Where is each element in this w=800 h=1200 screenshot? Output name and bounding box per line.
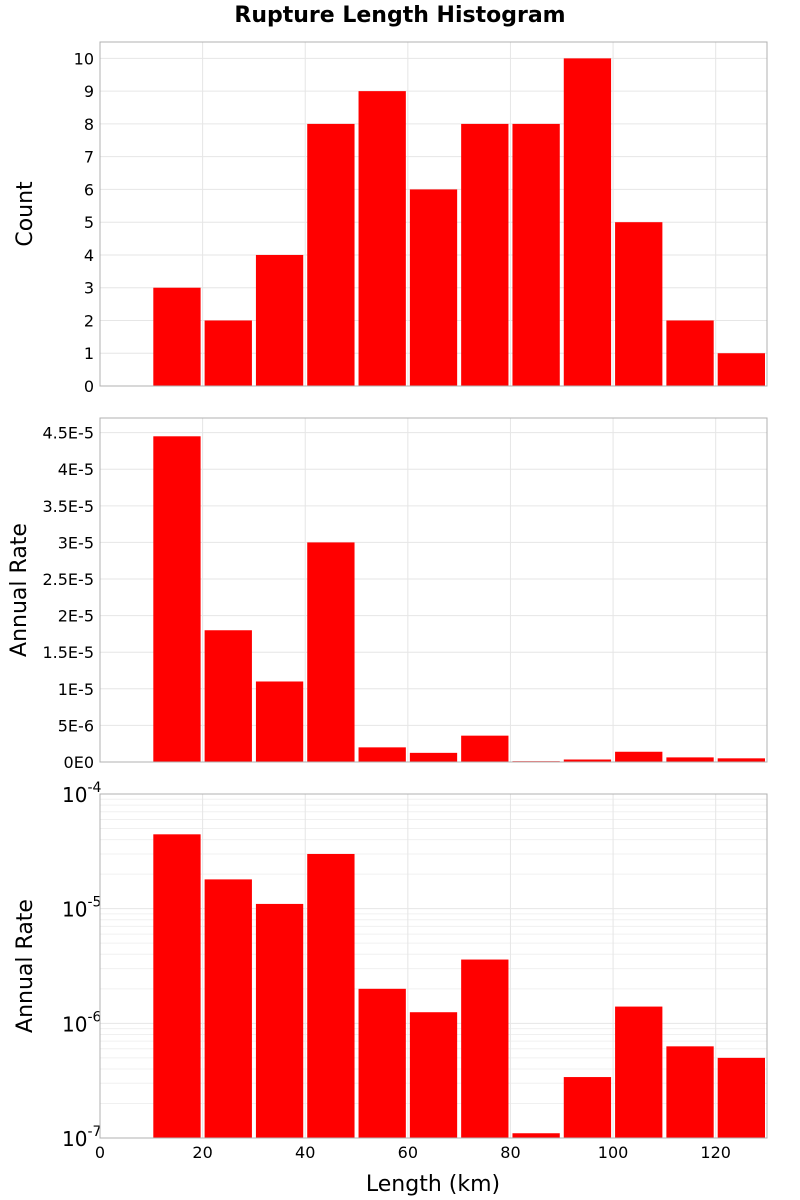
bar	[666, 757, 714, 762]
panel-3: 10-7 10-6 10-5 10-4 Annual Rate 0 20 40 60 80 100 1…	[13, 780, 768, 1162]
bar	[563, 58, 612, 386]
bar	[666, 320, 714, 386]
y-tick-label: 4E-5	[58, 460, 94, 479]
x-tick-label: 40	[295, 1143, 315, 1162]
y-tick-label: 4	[84, 246, 94, 265]
bar	[255, 254, 304, 386]
bar	[255, 681, 304, 762]
bar	[255, 903, 304, 1138]
bar	[563, 759, 612, 762]
bar	[204, 630, 252, 762]
bar	[307, 853, 355, 1138]
y-tick-label: 5	[84, 213, 94, 232]
y-tick-label: 9	[84, 82, 94, 101]
x-tick-label: 80	[500, 1143, 520, 1162]
y-tick-label: 1	[84, 344, 94, 363]
bar	[153, 287, 201, 386]
y-tick-label: 2	[84, 311, 94, 330]
bar	[409, 189, 458, 386]
bar	[666, 1046, 714, 1138]
x-axis-label: Length (km)	[366, 1172, 500, 1197]
y-tick-label: 6	[84, 180, 94, 199]
y-tick-label: 1E-5	[58, 680, 94, 699]
panel-2: 0E0 5E-6 1E-5 1.5E-5 2E-5 2.5E-5 3E-5 3.5E-5 4E-…	[7, 417, 768, 772]
bar	[204, 879, 252, 1138]
bar	[358, 91, 406, 387]
y-tick-label: 4.5E-5	[42, 424, 94, 443]
y-tick-label: 10-5	[62, 895, 101, 922]
plot-frame	[99, 41, 768, 387]
y-axis-label: Count	[13, 181, 38, 247]
bar	[307, 542, 355, 762]
bar	[204, 320, 252, 386]
y-axis-label: Annual Rate	[7, 523, 32, 657]
plot-frame	[99, 417, 768, 763]
bar	[409, 1012, 458, 1138]
bar	[615, 751, 663, 762]
y-tick-label: 0E0	[64, 753, 94, 772]
bar	[615, 1006, 663, 1138]
y-tick-label: 3	[84, 279, 94, 298]
y-tick-label: 2.5E-5	[42, 570, 94, 589]
bar	[307, 123, 355, 387]
bar	[461, 735, 509, 762]
bar	[717, 353, 765, 386]
bar	[461, 959, 509, 1138]
y-tick-label: 1.5E-5	[42, 643, 94, 662]
bar	[717, 758, 765, 762]
x-tick-label: 0	[95, 1143, 105, 1162]
y-tick-label: 7	[84, 148, 94, 167]
y-tick-label: 3.5E-5	[42, 497, 94, 516]
chart-title: Rupture Length Histogram	[234, 3, 565, 28]
bar	[409, 752, 458, 762]
panel-1: 0 1 2 3 4 5 6 7 8 9 10 Count	[13, 41, 768, 396]
y-tick-label: 10-7	[62, 1124, 101, 1151]
bar	[717, 1057, 765, 1138]
bar	[153, 436, 201, 762]
bar	[358, 988, 406, 1138]
bar	[358, 747, 406, 762]
x-tick-label: 20	[192, 1143, 212, 1162]
bar	[461, 123, 509, 387]
y-tick-label: 10-6	[62, 1009, 102, 1036]
y-tick-label: 8	[84, 115, 94, 134]
bar	[563, 1077, 612, 1138]
y-tick-label: 10-4	[62, 780, 102, 807]
plot-frame	[99, 793, 768, 1139]
y-tick-label: 0	[84, 377, 94, 396]
y-tick-label: 5E-6	[58, 716, 94, 735]
y-tick-label: 2E-5	[58, 607, 94, 626]
x-tick-label: 120	[700, 1143, 731, 1162]
y-tick-label: 3E-5	[58, 533, 94, 552]
x-tick-label: 100	[598, 1143, 629, 1162]
bar	[615, 222, 663, 386]
y-tick-label: 10	[74, 49, 94, 68]
bar	[512, 1133, 560, 1138]
x-tick-label: 60	[398, 1143, 418, 1162]
bar	[153, 834, 201, 1138]
y-axis-label: Annual Rate	[13, 899, 38, 1033]
bar	[512, 123, 560, 387]
